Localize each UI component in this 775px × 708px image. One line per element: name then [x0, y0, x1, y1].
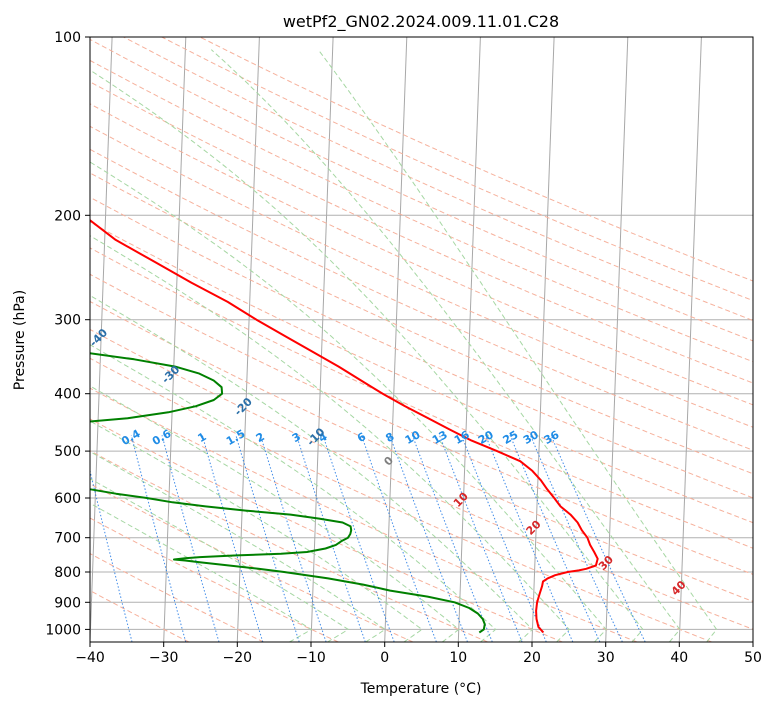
mixing-ratio-line	[295, 435, 366, 642]
y-tick-label: 700	[54, 531, 81, 547]
isotherm-line	[236, 37, 260, 642]
x-tick-label: 10	[449, 650, 467, 666]
y-tick-label: 500	[54, 444, 81, 460]
dry-adiabat	[123, 37, 753, 322]
dry-adiabat	[90, 483, 414, 642]
y-tick-label: 400	[54, 387, 81, 403]
isotherm-line	[678, 37, 702, 642]
moist-adiabat	[90, 69, 644, 642]
moist-adiabat	[90, 450, 386, 642]
moist-adiabat	[210, 49, 681, 642]
dry-adiabat	[90, 450, 488, 642]
mixing-ratio-line	[550, 435, 646, 642]
moist-adiabat	[90, 502, 313, 642]
isotherm-line	[310, 37, 334, 642]
moist-adiabat	[90, 235, 571, 642]
dry-adiabat	[90, 59, 753, 363]
isotherm-line	[90, 37, 113, 642]
chart-title: wetPf2_GN02.2024.009.11.01.C28	[283, 12, 559, 32]
y-tick-label: 800	[54, 565, 81, 581]
moist-adiabat	[90, 344, 497, 642]
y-axis-label: Pressure (hPa)	[12, 290, 28, 390]
y-tick-label: 200	[54, 208, 81, 224]
isotherm-line	[384, 37, 408, 642]
plot-frame	[89, 36, 754, 643]
mixing-ratio-line	[485, 435, 574, 642]
y-axis-ticks: 1000 900 800 700 600 500 400 300 200 100	[45, 30, 90, 638]
dry-adiabat	[90, 517, 339, 642]
moist-adiabat	[90, 478, 350, 642]
dry-adiabat	[90, 38, 753, 342]
gridlines	[90, 37, 753, 642]
dry-adiabat	[90, 247, 753, 549]
isotherm-line	[163, 37, 187, 642]
data-lines	[90, 219, 599, 634]
y-tick-label: 300	[54, 313, 81, 329]
dry-adiabat	[90, 273, 753, 575]
mixing-ratio-line	[322, 435, 395, 642]
x-tick-label: −10	[296, 650, 326, 666]
x-axis-label: Temperature (°C)	[360, 681, 482, 697]
x-tick-label: 30	[597, 650, 615, 666]
y-tick-label: 600	[54, 491, 81, 507]
dry-adiabat	[90, 81, 753, 384]
y-tick-label: 100	[54, 30, 81, 46]
mixing-ratio-line	[201, 435, 264, 642]
dry-adiabat	[90, 387, 638, 642]
mixing-ratio-line	[161, 435, 220, 642]
isotherm-line	[457, 37, 481, 642]
x-tick-label: 20	[523, 650, 541, 666]
mixing-ratio-line	[130, 435, 187, 642]
mixing-ratio-line	[260, 435, 327, 642]
mixing-ratio-line	[361, 435, 437, 642]
moist-adiabat	[90, 385, 460, 642]
temperature-profile-line	[90, 219, 599, 634]
mixing-ratio-line	[529, 435, 623, 642]
moist-adiabat	[90, 420, 423, 642]
mixing-ratio-label: 0.2	[69, 427, 92, 448]
mixing-ratio-line	[509, 435, 601, 642]
x-axis-ticks: −40 −30 −20 −10 0 10 20 30 40 50	[75, 642, 762, 666]
mixing-ratio-line	[461, 435, 547, 642]
moist-adiabat	[317, 49, 718, 642]
dry-adiabat	[90, 357, 712, 642]
dry-adiabat	[90, 221, 753, 524]
dry-adiabat	[90, 328, 753, 630]
dry-adiabat	[90, 196, 753, 499]
x-tick-label: 0	[380, 650, 389, 666]
dry-adiabat	[90, 418, 563, 642]
dry-adiabat	[90, 300, 753, 602]
x-tick-label: −30	[149, 650, 179, 666]
dry-adiabat	[90, 590, 190, 642]
moist-adiabat	[90, 294, 534, 642]
isotherm-line	[531, 37, 555, 642]
y-tick-label: 900	[54, 595, 81, 611]
x-tick-label: 50	[744, 650, 762, 666]
x-tick-label: −40	[75, 650, 105, 666]
x-tick-label: 40	[670, 650, 688, 666]
mixing-ratio-line	[90, 468, 133, 642]
dry-adiabat	[161, 37, 753, 302]
y-tick-label: 1000	[45, 622, 81, 638]
isotherm-line	[605, 37, 629, 642]
x-tick-label: −20	[223, 650, 253, 666]
moist-adiabat	[90, 161, 607, 642]
dewpoint-profile-line	[90, 352, 486, 634]
